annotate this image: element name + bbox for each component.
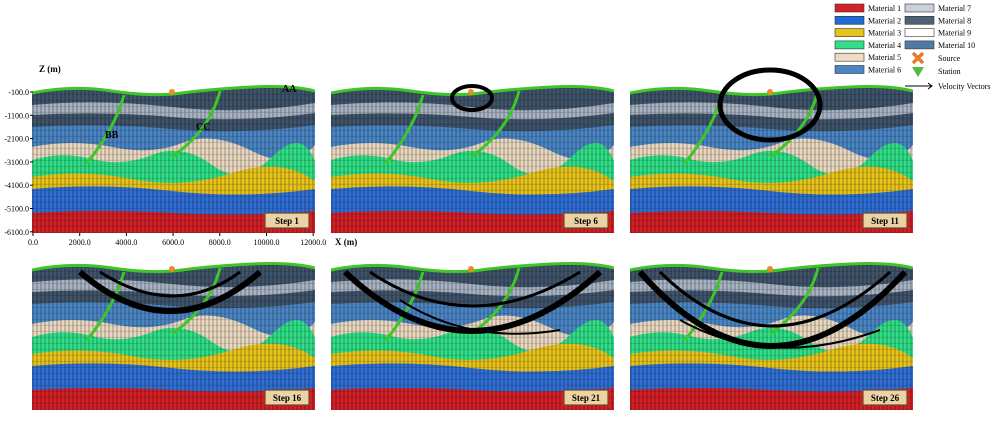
legend-swatch [834, 3, 865, 13]
panel-6 [630, 262, 913, 410]
z-tick-label: -100.0 [8, 88, 29, 97]
ticks: -100.0 -1100.0 -2100.0 -3100.0 -4100.0 -5100.… [4, 88, 326, 247]
legend-label: Station [938, 67, 961, 76]
x-tick-label: 12000.0 [300, 238, 326, 247]
legend-swatch [904, 40, 935, 50]
legend-swatch [834, 40, 865, 50]
step-box [264, 212, 310, 229]
step-box [862, 389, 908, 406]
z-tick-label: -5100.0 [4, 205, 29, 214]
legend-swatch [834, 28, 865, 37]
legend-label: Source [938, 54, 961, 63]
step-box [862, 212, 908, 229]
legend-label: Material 3 [868, 29, 901, 38]
annotation: BB [105, 130, 119, 141]
panel-1 [32, 85, 315, 233]
legend-swatch [904, 15, 935, 25]
legend-label: Material 9 [938, 29, 971, 38]
source-icon [911, 51, 925, 65]
legend-label: Material 5 [868, 53, 901, 62]
legend-label: Material 1 [868, 4, 901, 13]
annotation: AA [282, 84, 297, 95]
x-tick-label: 8000.0 [209, 238, 231, 247]
x-tick-label: 4000.0 [115, 238, 137, 247]
step-box [563, 212, 609, 229]
step-label: Step 21 [572, 393, 601, 403]
z-tick-label: -2100.0 [4, 135, 29, 144]
x-axis-label: X (m) [335, 237, 357, 247]
step-label: Step 1 [275, 216, 299, 226]
z-tick-label: -3100.0 [4, 158, 29, 167]
x-tick-label: 6000.0 [162, 238, 184, 247]
x-tick-label: 0.0 [28, 238, 38, 247]
legend-swatch [904, 3, 935, 13]
step-label: Step 16 [273, 393, 302, 403]
legend-label: Material 7 [938, 4, 971, 13]
z-tick-label: -1100.0 [5, 111, 29, 120]
legend: Material 1 Material 2 Material 3 Material 4… [834, 3, 991, 91]
legend-swatch [834, 52, 865, 62]
z-axis-label: Z (m) [39, 64, 61, 74]
legend-swatch [904, 28, 935, 37]
legend-label: Velocity Vectors [938, 82, 991, 91]
panel-4 [32, 262, 315, 410]
z-tick-label: -4100.0 [4, 181, 29, 190]
step-label: Step 26 [871, 393, 900, 403]
legend-label: Material 4 [868, 41, 901, 50]
panel-3 [630, 70, 913, 233]
x-tick-label: 10000.0 [254, 238, 280, 247]
x-tick-label: 2000.0 [69, 238, 91, 247]
step-box [563, 389, 609, 406]
legend-label: Material 6 [868, 66, 901, 75]
z-tick-label: -6100.0 [4, 228, 29, 237]
panel-5 [331, 262, 614, 410]
legend-label: Material 2 [868, 16, 901, 25]
step-label: Step 11 [871, 216, 899, 226]
legend-swatch [834, 65, 865, 74]
legend-label: Material 8 [938, 16, 971, 25]
panel-2 [331, 85, 614, 233]
step-box [264, 389, 310, 406]
station-icon [912, 67, 924, 77]
annotation: CC [196, 122, 210, 133]
legend-swatch [834, 15, 865, 25]
step-label: Step 6 [574, 216, 598, 226]
step-labels: Step 1 Step 6 Step 11 Step 16 Step 21 Step 26 [264, 212, 908, 406]
vector-icon [905, 82, 933, 90]
legend-label: Material 10 [938, 41, 975, 50]
